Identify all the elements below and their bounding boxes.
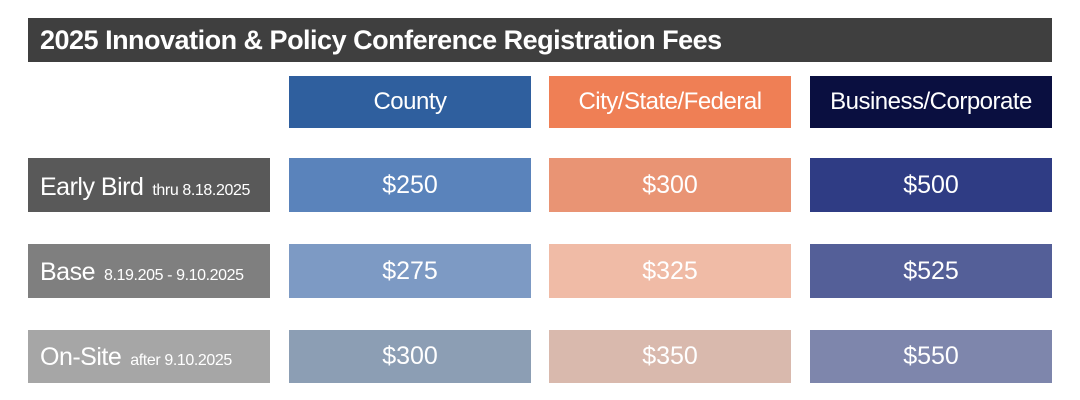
price-base-city-state-federal: $325 — [549, 244, 791, 298]
price-on-site-city-state-federal: $350 — [549, 330, 791, 383]
price-base-county: $275 — [289, 244, 531, 298]
column-header-city-state-federal: City/State/Federal — [549, 76, 791, 128]
tier-dates: 8.19.205 - 9.10.2025 — [103, 267, 244, 284]
page-title: 2025 Innovation & Policy Conference Regi… — [28, 18, 1052, 62]
column-header-county: County — [289, 76, 531, 128]
row-label-base: Base 8.19.205 - 9.10.2025 — [28, 244, 270, 298]
row-label-early-bird: Early Bird thru 8.18.2025 — [28, 158, 270, 212]
tier-name: Early Bird — [40, 173, 144, 201]
price-on-site-county: $300 — [289, 330, 531, 383]
price-early-bird-city-state-federal: $300 — [549, 158, 791, 212]
column-header-business-corporate: Business/Corporate — [810, 76, 1052, 128]
row-label-on-site: On-Site after 9.10.2025 — [28, 330, 270, 383]
price-on-site-business-corporate: $550 — [810, 330, 1052, 383]
tier-dates: thru 8.18.2025 — [152, 182, 250, 199]
tier-dates: after 9.10.2025 — [130, 352, 232, 369]
price-base-business-corporate: $525 — [810, 244, 1052, 298]
price-early-bird-county: $250 — [289, 158, 531, 212]
tier-name: On-Site — [40, 343, 122, 371]
tier-name: Base — [40, 258, 95, 286]
price-early-bird-business-corporate: $500 — [810, 158, 1052, 212]
